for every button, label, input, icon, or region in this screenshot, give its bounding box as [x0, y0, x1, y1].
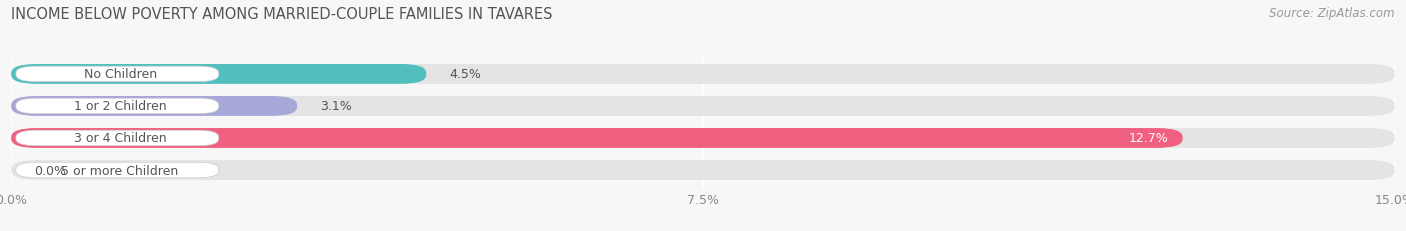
- Text: 5 or more Children: 5 or more Children: [62, 164, 179, 177]
- FancyBboxPatch shape: [11, 160, 1395, 180]
- Text: INCOME BELOW POVERTY AMONG MARRIED-COUPLE FAMILIES IN TAVARES: INCOME BELOW POVERTY AMONG MARRIED-COUPL…: [11, 7, 553, 22]
- FancyBboxPatch shape: [15, 163, 219, 178]
- Text: 3 or 4 Children: 3 or 4 Children: [73, 132, 166, 145]
- Text: No Children: No Children: [83, 68, 156, 81]
- FancyBboxPatch shape: [15, 99, 219, 114]
- FancyBboxPatch shape: [11, 128, 1395, 148]
- Text: Source: ZipAtlas.com: Source: ZipAtlas.com: [1270, 7, 1395, 20]
- FancyBboxPatch shape: [11, 65, 1395, 85]
- Text: 1 or 2 Children: 1 or 2 Children: [73, 100, 166, 113]
- FancyBboxPatch shape: [15, 131, 219, 146]
- Text: 12.7%: 12.7%: [1129, 132, 1168, 145]
- FancyBboxPatch shape: [11, 65, 426, 85]
- Text: 4.5%: 4.5%: [450, 68, 481, 81]
- FancyBboxPatch shape: [11, 97, 297, 116]
- FancyBboxPatch shape: [15, 67, 219, 82]
- Text: 3.1%: 3.1%: [321, 100, 352, 113]
- FancyBboxPatch shape: [11, 97, 1395, 116]
- Text: 0.0%: 0.0%: [34, 164, 66, 177]
- FancyBboxPatch shape: [11, 128, 1182, 148]
